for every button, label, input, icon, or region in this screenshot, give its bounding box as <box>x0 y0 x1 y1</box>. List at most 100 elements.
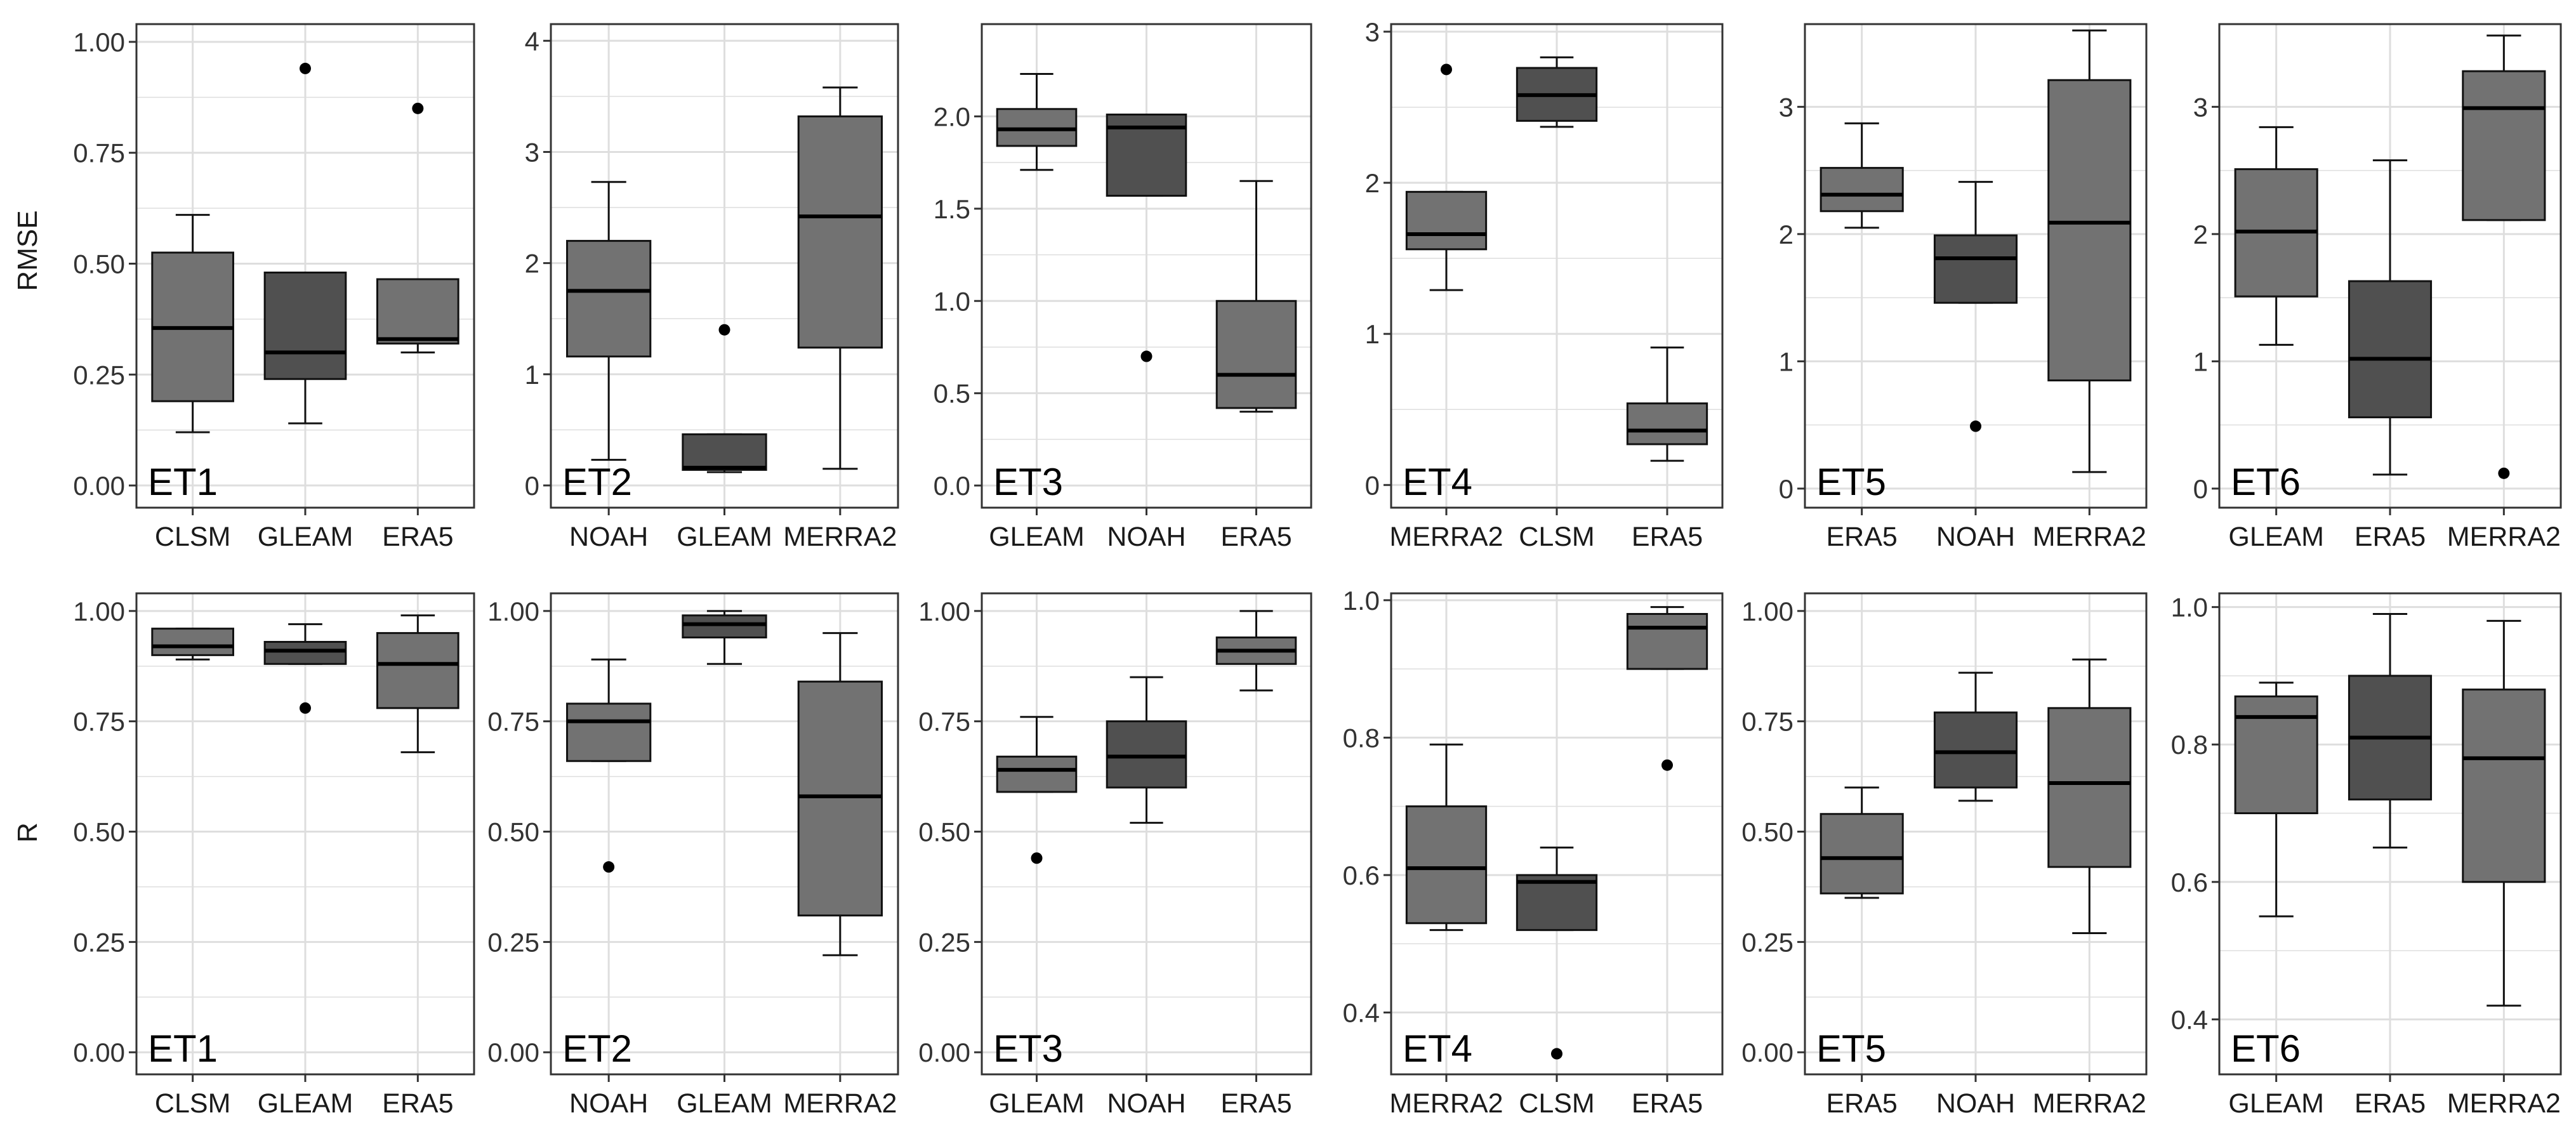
x-tick-label-merra2: MERRA2 <box>783 522 897 552</box>
panel-r-et5: 0.00 0.25 0.50 0.75 1.00 ERA5 NOAH MERRA2 ET5 <box>1741 592 2148 1119</box>
box-merra2 <box>2047 707 2132 868</box>
outlier-point <box>1970 420 1981 432</box>
x-tick-label-noah: NOAH <box>1936 522 2015 552</box>
box-merra2 <box>797 680 883 917</box>
y-tick-label: 0.8 <box>2171 730 2208 760</box>
panel-rmse-et6: 0 1 2 3 GLEAM ERA5 MERRA2 ET6 <box>2193 23 2562 552</box>
y-tick-label: 0.75 <box>1741 707 1793 737</box>
panel-r-et3: 0.00 0.25 0.50 0.75 1.00 GLEAM NOAH ERA5 ET3 <box>918 592 1312 1119</box>
y-tick-label: 0.00 <box>73 1038 125 1067</box>
outlier-point <box>300 62 311 74</box>
y-tick-label: 0.50 <box>1741 817 1793 847</box>
box-era5 <box>1820 813 1904 895</box>
y-tick-label: 3 <box>525 137 539 167</box>
panel-label: ET1 <box>148 1027 218 1070</box>
outlier-point <box>1551 1048 1562 1060</box>
panel-r-et2: 0.00 0.25 0.50 0.75 1.00 NOAH GLEAM MERRA2 ET2 <box>487 592 899 1119</box>
y-tick-label: 0.0 <box>934 471 970 501</box>
outlier-point <box>1661 759 1673 771</box>
y-tick-label: 1.0 <box>934 286 970 316</box>
box-era5 <box>1626 612 1708 670</box>
box-merra2 <box>797 115 883 349</box>
box-gleam <box>996 755 1078 793</box>
panel-label: ET4 <box>1403 461 1472 503</box>
x-tick-label-merra2: MERRA2 <box>783 1088 897 1119</box>
x-tick-label-era5: ERA5 <box>2355 522 2426 552</box>
x-tick-label-merra2: MERRA2 <box>2447 522 2561 552</box>
y-tick-label: 0.50 <box>487 817 539 847</box>
y-tick-label: 0.50 <box>73 249 125 279</box>
outlier-point <box>300 702 311 714</box>
y-tick-label: 0.75 <box>918 707 970 737</box>
panel-rmse-et2: 0 1 2 3 4 NOAH GLEAM MERRA2 ET2 <box>525 23 899 552</box>
x-tick-label-gleam: GLEAM <box>258 522 353 552</box>
y-tick-label: 1 <box>2193 346 2208 376</box>
box-gleam <box>682 614 767 639</box>
x-tick-label-gleam: GLEAM <box>677 1088 772 1119</box>
y-tick-label: 0.4 <box>2171 1005 2208 1034</box>
x-tick-label-era5: ERA5 <box>382 522 453 552</box>
y-tick-label: 2 <box>2193 220 2208 249</box>
box-era5 <box>1626 402 1708 445</box>
panel-label: ET6 <box>2231 1027 2301 1070</box>
box-era5 <box>376 632 459 709</box>
outlier-point <box>603 861 615 873</box>
outlier-point <box>1441 63 1452 76</box>
x-tick-label-noah: NOAH <box>1107 522 1186 552</box>
y-tick-label: 0.25 <box>73 927 125 957</box>
box-clsm <box>151 628 235 656</box>
box-merra2 <box>1405 805 1488 925</box>
y-tick-label: 4 <box>525 26 539 56</box>
x-tick-label-noah: NOAH <box>1936 1088 2015 1119</box>
x-tick-label-gleam: GLEAM <box>989 1088 1085 1119</box>
y-tick-label: 1.00 <box>73 27 125 57</box>
x-tick-label-clsm: CLSM <box>1519 522 1594 552</box>
panel-r-et6: 0.4 0.6 0.8 1.0 GLEAM ERA5 MERRA2 ET6 <box>2171 592 2562 1119</box>
x-tick-label-noah: NOAH <box>1107 1088 1186 1119</box>
panel-rmse-et4: 0 1 2 3 MERRA2 CLSM ERA5 ET4 <box>1365 17 1724 552</box>
x-tick-label-merra2: MERRA2 <box>1389 522 1503 552</box>
box-era5 <box>376 278 459 345</box>
box-merra2 <box>2462 689 2546 883</box>
panel-label: ET5 <box>1816 461 1886 503</box>
outlier-point <box>1140 350 1153 362</box>
y-tick-label: 0.25 <box>1741 927 1793 957</box>
box-merra2 <box>2047 79 2132 381</box>
y-tick-label: 1.00 <box>487 597 539 626</box>
y-tick-label: 0.50 <box>73 817 125 847</box>
box-era5 <box>2348 280 2433 419</box>
box-gleam <box>263 640 347 665</box>
y-tick-label: 0 <box>1365 470 1380 500</box>
y-tick-label: 1 <box>1365 319 1380 349</box>
y-tick-label: 0.50 <box>918 817 970 847</box>
x-tick-label-merra2: MERRA2 <box>2033 522 2146 552</box>
y-tick-label: 1.00 <box>1741 597 1793 626</box>
x-tick-label-merra2: MERRA2 <box>2447 1088 2561 1119</box>
y-tick-label: 1.5 <box>934 194 970 224</box>
box-gleam <box>263 271 347 380</box>
y-tick-label: 0 <box>2193 474 2208 504</box>
panel-label: ET1 <box>148 461 218 503</box>
x-tick-label-era5: ERA5 <box>1826 522 1897 552</box>
y-tick-label: 3 <box>1779 92 1793 122</box>
y-tick-label: 1.00 <box>918 597 970 626</box>
y-tick-label: 1.0 <box>1343 586 1380 616</box>
panel-label: ET3 <box>993 1027 1063 1070</box>
x-tick-label-noah: NOAH <box>569 522 648 552</box>
y-tick-label: 2.0 <box>934 102 970 131</box>
y-tick-label: 0.00 <box>487 1038 539 1067</box>
panel-rmse-et3: 0.0 0.5 1.0 1.5 2.0 GLEAM NOAH ERA5 ET3 <box>934 23 1312 552</box>
box-gleam <box>2234 695 2318 815</box>
y-tick-label: 2 <box>1779 220 1793 249</box>
x-tick-label-clsm: CLSM <box>155 1088 230 1119</box>
x-tick-label-gleam: GLEAM <box>2228 522 2324 552</box>
y-tick-label: 1.0 <box>2171 593 2208 623</box>
box-noah <box>1933 711 2018 789</box>
panel-label: ET6 <box>2231 461 2301 503</box>
y-tick-label: 0.75 <box>73 707 125 737</box>
x-tick-label-gleam: GLEAM <box>2228 1088 2324 1119</box>
box-merra2 <box>1405 190 1488 251</box>
outlier-point <box>412 102 424 114</box>
x-tick-label-era5: ERA5 <box>1632 522 1703 552</box>
